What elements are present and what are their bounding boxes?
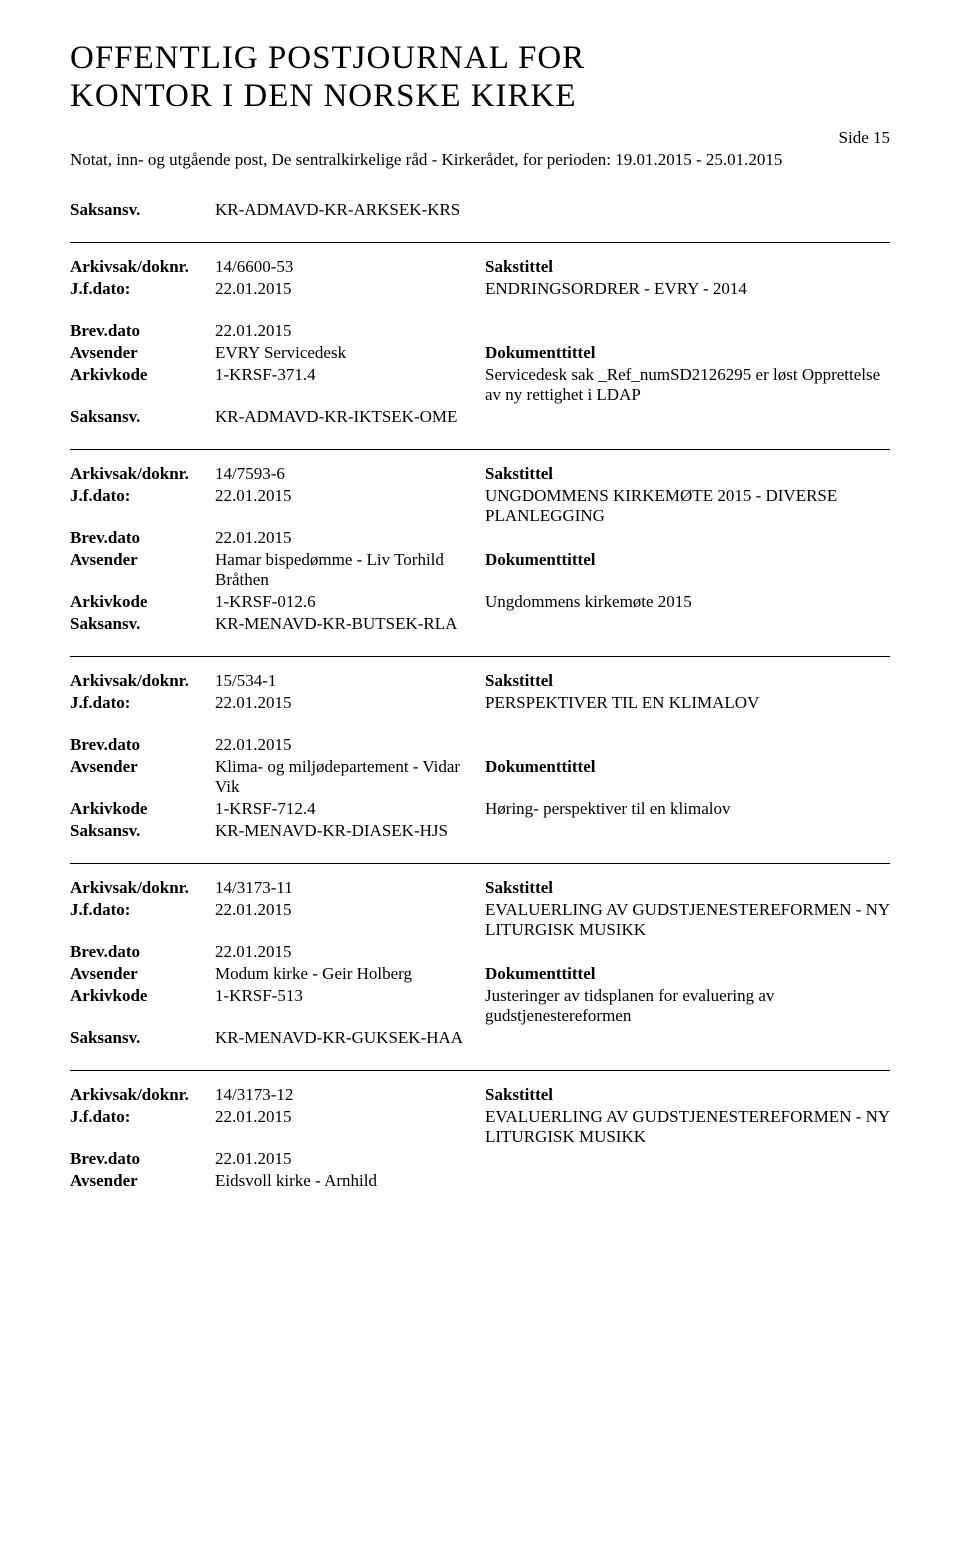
arkivkode-value: 1-KRSF-513 bbox=[215, 986, 485, 1026]
arkivsak-value: 14/3173-12 bbox=[215, 1085, 485, 1105]
avsender-value: Modum kirke - Geir Holberg bbox=[215, 964, 485, 984]
label-dokumenttittel: Dokumenttittel bbox=[485, 343, 890, 363]
label-arkivsak: Arkivsak/doknr. bbox=[70, 1085, 215, 1105]
label-saksansv: Saksansv. bbox=[70, 1028, 215, 1048]
label-jfdato: J.f.dato: bbox=[70, 486, 215, 526]
label-dokumenttittel: Dokumenttittel bbox=[485, 757, 890, 797]
arkivkode-value: 1-KRSF-012.6 bbox=[215, 592, 485, 612]
label-jfdato: J.f.dato: bbox=[70, 1107, 215, 1147]
entry-body: Brev.dato 22.01.2015 Avsender EVRY Servi… bbox=[70, 321, 890, 427]
arkivkode-value: 1-KRSF-371.4 bbox=[215, 365, 485, 405]
page-number: Side 15 bbox=[70, 128, 890, 148]
arkivsak-value: 14/7593-6 bbox=[215, 464, 485, 484]
avsender-value: EVRY Servicedesk bbox=[215, 343, 485, 363]
label-arkivsak: Arkivsak/doknr. bbox=[70, 671, 215, 691]
entry-header: Arkivsak/doknr. 14/3173-12 Sakstittel J.… bbox=[70, 1085, 890, 1191]
label-arkivsak: Arkivsak/doknr. bbox=[70, 464, 215, 484]
jfdato-value: 22.01.2015 bbox=[215, 693, 485, 713]
label-brevdato: Brev.dato bbox=[70, 942, 215, 962]
sakstittel-value: ENDRINGSORDRER - EVRY - 2014 bbox=[485, 279, 890, 299]
entry-header: Arkivsak/doknr. 14/6600-53 Sakstittel J.… bbox=[70, 257, 890, 299]
entry-header: Arkivsak/doknr. 14/7593-6 Sakstittel J.f… bbox=[70, 464, 890, 634]
sakstittel-value: EVALUERLING AV GUDSTJENESTEREFORMEN - NY… bbox=[485, 900, 890, 940]
jfdato-value: 22.01.2015 bbox=[215, 279, 485, 299]
label-jfdato: J.f.dato: bbox=[70, 900, 215, 940]
label-jfdato: J.f.dato: bbox=[70, 693, 215, 713]
avsender-value: Eidsvoll kirke - Arnhild bbox=[215, 1171, 485, 1191]
label-brevdato: Brev.dato bbox=[70, 321, 215, 341]
brevdato-value: 22.01.2015 bbox=[215, 942, 485, 962]
label-avsender: Avsender bbox=[70, 964, 215, 984]
title-line-2: KONTOR I DEN NORSKE KIRKE bbox=[70, 78, 577, 114]
arkivsak-value: 14/3173-11 bbox=[215, 878, 485, 898]
label-sakstittel: Sakstittel bbox=[485, 878, 890, 898]
label-avsender: Avsender bbox=[70, 343, 215, 363]
label-arkivkode: Arkivkode bbox=[70, 799, 215, 819]
saksansv-value: KR-MENAVD-KR-DIASEK-HJS bbox=[215, 821, 485, 841]
label-sakstittel: Sakstittel bbox=[485, 1085, 890, 1105]
separator bbox=[70, 863, 890, 864]
doktekst-value: Ungdommens kirkemøte 2015 bbox=[485, 592, 890, 612]
separator bbox=[70, 449, 890, 450]
top-saksansv-value: KR-ADMAVD-KR-ARKSEK-KRS bbox=[215, 200, 485, 220]
label-avsender: Avsender bbox=[70, 550, 215, 590]
sakstittel-value: UNGDOMMENS KIRKEMØTE 2015 - DIVERSE PLAN… bbox=[485, 486, 890, 526]
label-saksansv: Saksansv. bbox=[70, 821, 215, 841]
label-sakstittel: Sakstittel bbox=[485, 671, 890, 691]
jfdato-value: 22.01.2015 bbox=[215, 900, 485, 940]
journal-subtitle: Notat, inn- og utgående post, De sentral… bbox=[70, 150, 890, 170]
arkivsak-value: 15/534-1 bbox=[215, 671, 485, 691]
jfdato-value: 22.01.2015 bbox=[215, 486, 485, 526]
label-saksansv: Saksansv. bbox=[70, 407, 215, 427]
separator bbox=[70, 656, 890, 657]
brevdato-value: 22.01.2015 bbox=[215, 321, 485, 341]
label-brevdato: Brev.dato bbox=[70, 528, 215, 548]
label-brevdato: Brev.dato bbox=[70, 1149, 215, 1169]
entry-body: Brev.dato 22.01.2015 Avsender Klima- og … bbox=[70, 735, 890, 841]
label-saksansv: Saksansv. bbox=[70, 614, 215, 634]
label-arkivkode: Arkivkode bbox=[70, 986, 215, 1026]
saksansv-value: KR-MENAVD-KR-GUKSEK-HAA bbox=[215, 1028, 485, 1048]
label-avsender: Avsender bbox=[70, 757, 215, 797]
sakstittel-value: EVALUERLING AV GUDSTJENESTEREFORMEN - NY… bbox=[485, 1107, 890, 1147]
brevdato-value: 22.01.2015 bbox=[215, 1149, 485, 1169]
entry-header: Arkivsak/doknr. 15/534-1 Sakstittel J.f.… bbox=[70, 671, 890, 713]
label-brevdato: Brev.dato bbox=[70, 735, 215, 755]
doktekst-value: Justeringer av tidsplanen for evaluering… bbox=[485, 986, 890, 1026]
jfdato-value: 22.01.2015 bbox=[215, 1107, 485, 1147]
avsender-value: Klima- og miljødepartement - Vidar Vik bbox=[215, 757, 485, 797]
label-dokumenttittel: Dokumenttittel bbox=[485, 964, 890, 984]
label-sakstittel: Sakstittel bbox=[485, 464, 890, 484]
label-dokumenttittel: Dokumenttittel bbox=[485, 550, 890, 590]
entry-header: Arkivsak/doknr. 14/3173-11 Sakstittel J.… bbox=[70, 878, 890, 1048]
label-arkivsak: Arkivsak/doknr. bbox=[70, 257, 215, 277]
saksansv-value: KR-ADMAVD-KR-IKTSEK-OME bbox=[215, 407, 485, 427]
label-sakstittel: Sakstittel bbox=[485, 257, 890, 277]
label-saksansv: Saksansv. bbox=[70, 200, 215, 220]
top-saksansv-block: Saksansv. KR-ADMAVD-KR-ARKSEK-KRS bbox=[70, 200, 890, 220]
separator bbox=[70, 1070, 890, 1071]
label-arkivsak: Arkivsak/doknr. bbox=[70, 878, 215, 898]
arkivkode-value: 1-KRSF-712.4 bbox=[215, 799, 485, 819]
brevdato-value: 22.01.2015 bbox=[215, 528, 485, 548]
separator bbox=[70, 242, 890, 243]
brevdato-value: 22.01.2015 bbox=[215, 735, 485, 755]
doktekst-value: Servicedesk sak _Ref_numSD2126295 er løs… bbox=[485, 365, 890, 405]
journal-title: OFFENTLIG POSTJOURNAL FOR KONTOR I DEN N… bbox=[70, 40, 890, 116]
doktekst-value: Høring- perspektiver til en klimalov bbox=[485, 799, 890, 819]
saksansv-value: KR-MENAVD-KR-BUTSEK-RLA bbox=[215, 614, 485, 634]
sakstittel-value: PERSPEKTIVER TIL EN KLIMALOV bbox=[485, 693, 890, 713]
label-avsender: Avsender bbox=[70, 1171, 215, 1191]
arkivsak-value: 14/6600-53 bbox=[215, 257, 485, 277]
label-arkivkode: Arkivkode bbox=[70, 365, 215, 405]
title-line-1: OFFENTLIG POSTJOURNAL FOR bbox=[70, 40, 585, 76]
label-jfdato: J.f.dato: bbox=[70, 279, 215, 299]
label-arkivkode: Arkivkode bbox=[70, 592, 215, 612]
avsender-value: Hamar bispedømme - Liv Torhild Bråthen bbox=[215, 550, 485, 590]
